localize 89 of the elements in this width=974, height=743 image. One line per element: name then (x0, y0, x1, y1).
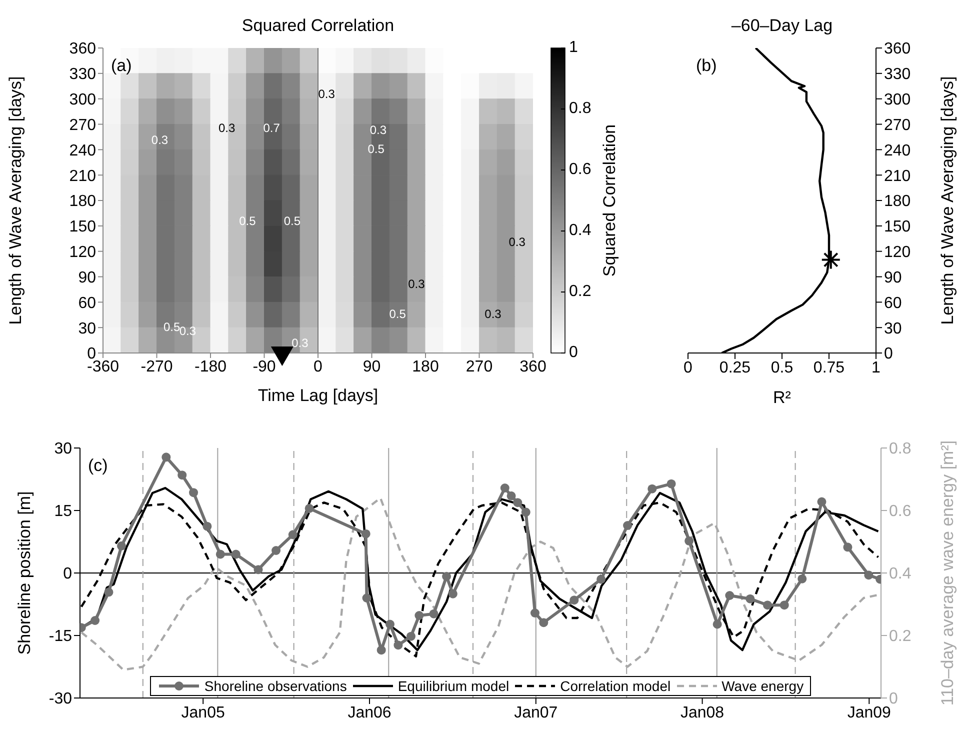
chart-title: Squared Correlation (240, 16, 396, 36)
x-tick-label: 360 (520, 358, 546, 376)
y2-tick-label: 60 (884, 294, 902, 312)
x-tick-label: 0.75 (813, 359, 845, 376)
y-axis-title: Length of Wave Averaging [days] (6, 76, 26, 325)
x-tick-label: -90 (252, 358, 276, 376)
y-axis-title: Shoreline position [m] (15, 491, 34, 655)
annotation: 0.7 (262, 120, 281, 135)
y2-axis-title: Length of Wave Averaging [days] (938, 76, 958, 325)
annotation: 0.3 (150, 133, 170, 148)
y-tick-label: 15 (54, 503, 72, 520)
y2-tick-label: 210 (884, 168, 911, 185)
annotation: 0.3 (317, 86, 336, 101)
y-tick-label: 240 (69, 142, 96, 160)
x-tick-label: 0.25 (719, 359, 751, 376)
x-tick-label: Jan09 (847, 704, 892, 722)
color-bar-label: 0.2 (569, 283, 592, 300)
x-tick-label: 0 (314, 358, 323, 376)
x-tick-label: -270 (140, 358, 173, 376)
color-bar-label: 0 (569, 344, 578, 362)
annotation: (a) (111, 56, 132, 76)
annotation: 0.5 (366, 142, 386, 156)
y2-tick-label: 300 (884, 92, 911, 109)
y-tick-label: 180 (69, 193, 96, 210)
y2-tick-label: 150 (884, 218, 911, 236)
legend-label: Correlation model (560, 678, 671, 694)
y-tick-label: 90 (78, 269, 96, 286)
annotation: 0.3 (217, 120, 236, 135)
y2-tick-label: 270 (884, 116, 911, 134)
y2-tick-label: 0.8 (889, 440, 912, 458)
x-axis-title: Time Lag [days] (258, 386, 378, 405)
y-tick-label: 270 (69, 116, 96, 134)
y2-tick-label: 180 (884, 193, 911, 210)
x-tick-label: Jan06 (348, 704, 392, 722)
annotation: 0.5 (238, 214, 257, 228)
x-tick-label: -180 (194, 358, 227, 376)
x-tick-label: 0.5 (770, 359, 794, 376)
y2-tick-label: 30 (884, 320, 902, 338)
x-tick-label: 90 (362, 358, 381, 376)
y-tick-label: 30 (78, 320, 96, 338)
y2-tick-label: 330 (884, 66, 911, 84)
y-tick-label: 60 (78, 294, 96, 312)
y2-tick-label: 0 (884, 346, 893, 363)
y-tick-label: 300 (69, 92, 96, 109)
x-tick-label: 180 (412, 358, 439, 376)
annotation: (c) (88, 456, 108, 476)
y2-tick-label: 240 (884, 142, 911, 160)
y2-tick-label: 0.6 (889, 503, 912, 520)
x-tick-label: -360 (86, 358, 120, 376)
y-tick-label: -15 (48, 628, 72, 646)
y2-tick-label: 0.2 (889, 628, 912, 646)
y2-axis-title: 110–day average wave energy [m²] (938, 440, 958, 706)
x-axis-title: R² (773, 388, 792, 407)
y-tick-label: 330 (69, 66, 96, 84)
legend-label: Equilibrium model (398, 678, 510, 694)
annotation: 0.3 (290, 336, 310, 350)
color-bar-label: 0.8 (569, 100, 592, 118)
y-tick-label: -30 (48, 690, 72, 708)
color-bar-label: 0.4 (569, 222, 592, 240)
y-tick-label: 0 (63, 566, 72, 583)
annotation: 0.3 (484, 306, 502, 321)
y-tick-label: 30 (54, 440, 72, 458)
y2-tick-label: 360 (884, 40, 911, 58)
color-bar-label: 0.6 (569, 161, 592, 178)
color-bar-title: Squared Correlation (600, 124, 619, 277)
annotation: 0.3 (368, 122, 388, 137)
x-tick-label: 270 (466, 358, 493, 376)
y-tick-label: 120 (69, 244, 96, 262)
legend-label: Wave energy (722, 678, 804, 694)
chart-title: –60–Day Lag (730, 16, 834, 36)
annotation: 0.3 (508, 234, 526, 249)
y-tick-label: 150 (69, 218, 96, 236)
y2-tick-label: 0 (889, 690, 898, 708)
annotation: 0.3 (407, 277, 426, 292)
annotation: (b) (696, 56, 717, 76)
x-tick-label: 0 (684, 359, 693, 376)
x-tick-label: Jan07 (514, 704, 558, 722)
x-tick-label: Jan08 (680, 704, 724, 722)
y2-tick-label: 90 (884, 269, 902, 286)
y2-tick-label: 0.4 (889, 566, 912, 583)
x-tick-label: Jan05 (181, 704, 225, 722)
legend-label: Shoreline observations (204, 678, 347, 694)
color-bar-label: 1 (569, 39, 578, 56)
annotation: 0.5 (282, 214, 302, 228)
y-tick-label: 210 (69, 168, 96, 185)
annotation: 0.5 (388, 306, 407, 321)
y2-tick-label: 120 (884, 244, 911, 262)
y-tick-label: 360 (69, 40, 96, 58)
x-tick-label: 1 (872, 359, 881, 376)
